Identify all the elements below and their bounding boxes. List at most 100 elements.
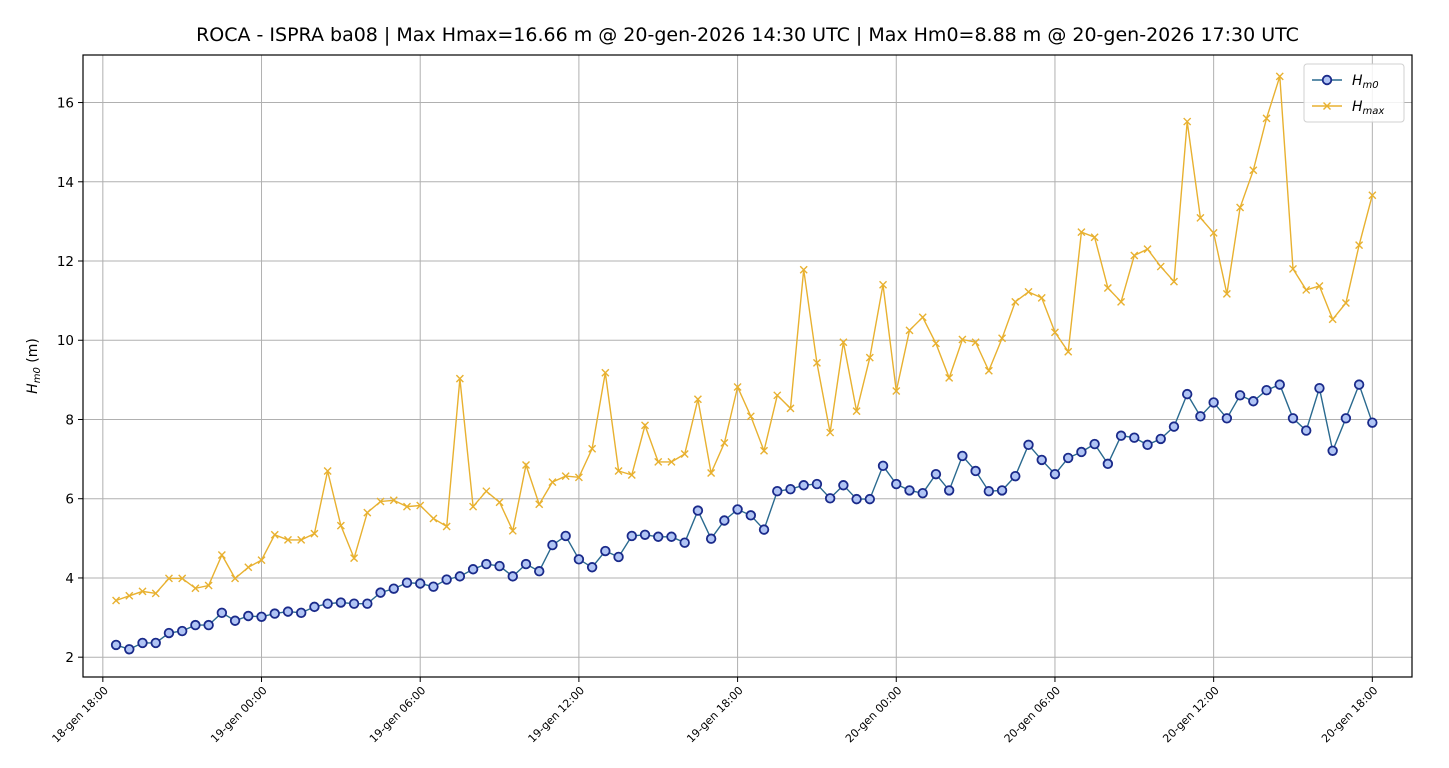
data-point-hmax	[588, 444, 597, 453]
data-point-hm0	[335, 597, 347, 608]
data-point-hm0	[1142, 439, 1153, 451]
data-point-hm0	[1314, 382, 1325, 394]
data-point-hmax	[1275, 72, 1284, 81]
data-point-hm0	[282, 606, 294, 617]
data-point-hm0	[1248, 396, 1259, 407]
data-point-hm0	[494, 560, 505, 572]
data-point-hmax	[522, 461, 530, 470]
data-point-hmax	[641, 421, 650, 430]
data-point-hmax	[442, 522, 451, 531]
data-point-hm0	[1102, 458, 1114, 470]
data-point-hm0	[705, 533, 717, 544]
data-point-hmax	[283, 535, 292, 544]
data-point-hm0	[1274, 379, 1285, 390]
data-point-hm0	[137, 637, 148, 649]
data-point-hm0	[243, 610, 254, 622]
data-point-hmax	[865, 353, 874, 362]
data-point-hmax	[323, 466, 332, 475]
data-point-hmax	[1209, 228, 1218, 237]
data-point-hmax	[336, 521, 345, 530]
data-point-hmax	[720, 438, 729, 447]
data-point-hm0	[930, 468, 942, 480]
data-point-hm0	[375, 587, 386, 598]
data-point-hmax	[204, 581, 213, 590]
data-point-hm0	[957, 450, 968, 462]
y-tick-label: 14	[57, 175, 74, 191]
x-tick-label: 20-gen 06:00	[1002, 684, 1063, 745]
x-axis: 18-gen 18:00 19-gen 00:00 19-gen 06:00 19-g…	[50, 677, 1380, 745]
data-point-hm0	[547, 539, 558, 551]
data-point-hmax	[799, 265, 808, 274]
data-point-hm0	[401, 577, 413, 588]
data-point-hmax	[257, 556, 266, 565]
y-tick-label: 2	[65, 650, 74, 666]
data-point-hm0	[481, 558, 492, 570]
data-point-hmax	[627, 470, 636, 479]
data-point-hm0	[653, 531, 664, 542]
x-tick-label: 20-gen 12:00	[1160, 684, 1221, 745]
data-point-hmax	[495, 498, 504, 507]
data-point-hmax	[1249, 166, 1258, 175]
data-point-hm0	[692, 505, 704, 516]
chart-title: ROCA - ISPRA ba08 | Max Hmax=16.66 m @ 2…	[196, 24, 1299, 46]
y-tick-label: 8	[65, 412, 74, 428]
data-point-hmax	[931, 339, 940, 348]
data-point-hm0	[1221, 413, 1233, 424]
data-point-hm0	[811, 478, 823, 490]
data-point-hm0	[626, 530, 637, 542]
data-point-hmax	[217, 550, 226, 559]
data-point-hm0	[1010, 470, 1021, 482]
data-point-hmax	[773, 391, 782, 400]
data-point-hmax	[178, 574, 187, 583]
data-point-hm0	[534, 566, 545, 577]
data-point-hm0	[745, 510, 757, 521]
data-point-hmax	[918, 313, 927, 322]
data-point-hm0	[388, 583, 399, 594]
data-point-hmax	[270, 530, 279, 539]
data-point-hm0	[1367, 417, 1378, 428]
data-point-hmax	[879, 280, 888, 289]
data-point-hmax	[231, 574, 240, 583]
data-point-hm0	[824, 493, 836, 504]
data-point-hm0	[428, 581, 439, 592]
y-tick-label: 6	[65, 492, 74, 508]
data-point-hm0	[256, 611, 267, 622]
data-point-hmax	[1011, 297, 1020, 306]
data-point-hm0	[269, 608, 280, 619]
data-point-hm0	[1115, 430, 1127, 441]
y-axis-label-unit: (m)	[25, 338, 41, 367]
data-point-hm0	[150, 637, 161, 649]
data-point-hm0	[1195, 411, 1206, 422]
data-point-hmax	[812, 358, 821, 367]
data-point-hmax	[1143, 245, 1152, 254]
data-point-hm0	[1208, 397, 1219, 408]
data-point-hmax	[191, 584, 200, 593]
data-point-hm0	[454, 571, 466, 582]
data-point-hm0	[1340, 413, 1352, 424]
data-point-hm0	[1353, 379, 1365, 390]
data-point-hmax	[548, 478, 557, 487]
data-point-hmax	[164, 574, 173, 583]
data-point-hm0	[362, 598, 373, 609]
data-point-hm0	[891, 478, 902, 490]
data-point-hm0	[798, 480, 809, 491]
data-point-hm0	[758, 524, 770, 535]
y-axis: 2 4 6 8 10 12 14 16	[57, 96, 83, 666]
data-point-hmax	[574, 473, 583, 482]
data-point-hm0	[970, 465, 981, 477]
data-point-hm0	[639, 529, 651, 540]
data-point-hm0	[1089, 438, 1100, 450]
data-point-hm0	[1261, 384, 1272, 396]
data-point-hmax	[1262, 114, 1271, 123]
data-point-hmax	[376, 497, 385, 506]
data-point-hm0	[1049, 468, 1061, 480]
data-point-hmax	[1064, 347, 1073, 356]
data-point-hmax	[892, 386, 901, 395]
data-point-hm0	[600, 545, 611, 557]
data-point-hmax	[112, 596, 121, 605]
y-axis-label-main: H	[25, 383, 41, 394]
data-point-hm0	[203, 619, 214, 631]
data-point-hmax	[151, 589, 160, 598]
x-tick-label: 19-gen 18:00	[684, 684, 745, 745]
